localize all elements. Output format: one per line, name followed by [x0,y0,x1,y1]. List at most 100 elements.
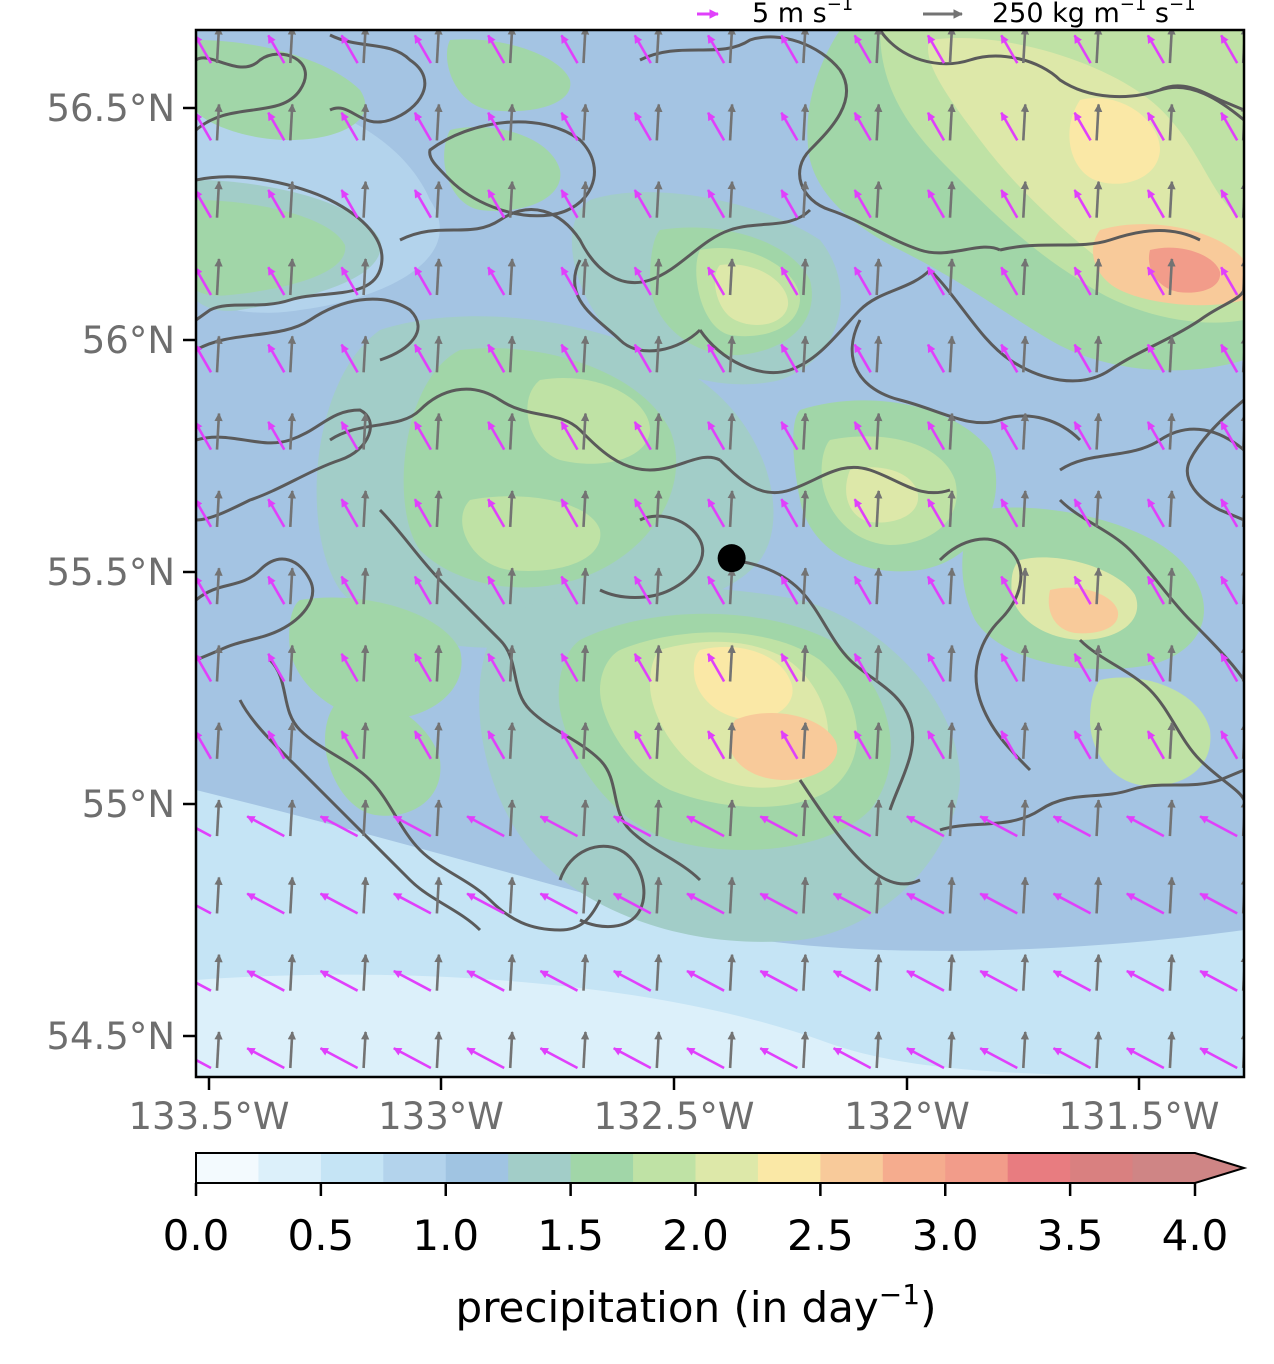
ivt-arrow [507,335,516,373]
ivt-arrow [727,412,736,450]
ivt-arrow [214,567,223,605]
wind-arrow [906,892,945,915]
ivt-arrow [287,180,297,218]
ivt-arrow [1094,1031,1103,1069]
wind-arrow [1146,266,1166,296]
wind-arrow [267,34,286,64]
coastline [1059,427,1244,472]
coastline [558,844,646,929]
ivt-arrow [1167,799,1176,837]
wind-arrow [633,343,652,373]
coastline [329,387,721,472]
wind-arrow [539,815,579,838]
wind-arrow [340,111,359,142]
wind-arrow [1052,1047,1092,1070]
wind-arrow [319,815,359,838]
ivt-arrow [874,335,883,373]
wind-arrow [267,266,286,296]
wind-arrow [706,111,726,142]
wind-arrow [487,730,506,760]
ivt-arrow [507,1031,516,1069]
wind-arrow [487,421,506,451]
ivt-arrow [434,103,443,141]
wind-arrow [780,343,799,373]
ivt-arrow [434,953,443,991]
ivt-arrow [800,103,810,141]
ivt-arrow [287,258,297,296]
coastline [999,229,1201,252]
ivt-arrow [727,335,736,373]
wind-arrow [1146,189,1166,219]
ivt-arrow [287,953,297,991]
wind-arrow [1146,421,1166,451]
colorbar-tick-label: 1.5 [537,1211,604,1260]
wind-arrow [246,815,285,838]
lat-tick-label: 54.5°N [46,1015,175,1058]
precip-area [196,40,366,140]
wind-arrow [780,575,799,605]
wind-arrow [853,266,872,296]
colorbar-tick-label: 3.5 [1037,1211,1104,1260]
wind-arrow [926,730,946,760]
wind-arrow [780,421,799,451]
wind-arrow [319,892,359,915]
wind-arrow [413,343,433,373]
wind-arrow [267,730,286,760]
precip-area [715,264,789,325]
wind-arrow [319,1047,359,1070]
ivt-arrow [507,180,516,218]
wind-arrow [926,34,946,64]
wind-arrow [413,575,433,605]
ivt-arrow [507,490,516,527]
wind-arrow [612,969,652,992]
wind-arrow [267,421,286,451]
ivt-arrow [1020,30,1030,64]
wind-arrow [340,498,359,528]
ivt-arrow [580,1031,590,1069]
ivt-arrow [800,335,810,373]
wind-arrow [340,421,359,451]
wind-arrow [906,815,945,838]
ivt-arrow [434,1031,443,1069]
ivt-arrow [361,721,370,759]
wind-arrow [1000,653,1019,683]
ivt-arrow [361,335,370,373]
wind-arrow [759,969,799,992]
wind-arrow [979,1047,1018,1070]
colorbar-tick-label: 2.5 [787,1211,854,1260]
ivt-arrow [580,490,590,527]
ivt-arrow [1020,953,1030,991]
ivt-arrow [1094,876,1103,914]
ivt-arrow [287,103,297,141]
ivt-arrow [361,412,370,450]
ivt-arrow [361,644,370,682]
wind-arrow [706,575,726,605]
wind-arrow [1073,34,1092,64]
ivt-arrow [874,567,883,605]
ivt-arrow [1020,721,1030,759]
wind-arrow [539,892,579,915]
precip-area [289,597,462,720]
wind-arrow [196,903,212,915]
wind-arrow [1126,1047,1165,1070]
ivt-arrow [654,258,663,296]
ivt-arrow [874,412,883,450]
wind-arrow [832,892,872,915]
wind-arrow [780,34,799,64]
ivt-arrow [947,644,956,682]
ivt-arrow [434,567,443,605]
ivt-arrow [947,490,956,527]
ivt-arrow [580,103,590,141]
ivt-arrow [1167,30,1176,64]
coastline [850,319,1082,442]
wind-arrow [413,498,433,528]
ivt-arrow [800,490,810,527]
ivt-arrow [287,721,297,759]
ivt-arrow [214,103,223,141]
wind-arrow [413,730,433,760]
wind-arrow [1000,34,1019,64]
ivt-arrow [1167,644,1176,682]
wind-arrow [832,1047,872,1070]
wind-arrow [466,1047,505,1070]
ivt-arrow [654,30,663,64]
